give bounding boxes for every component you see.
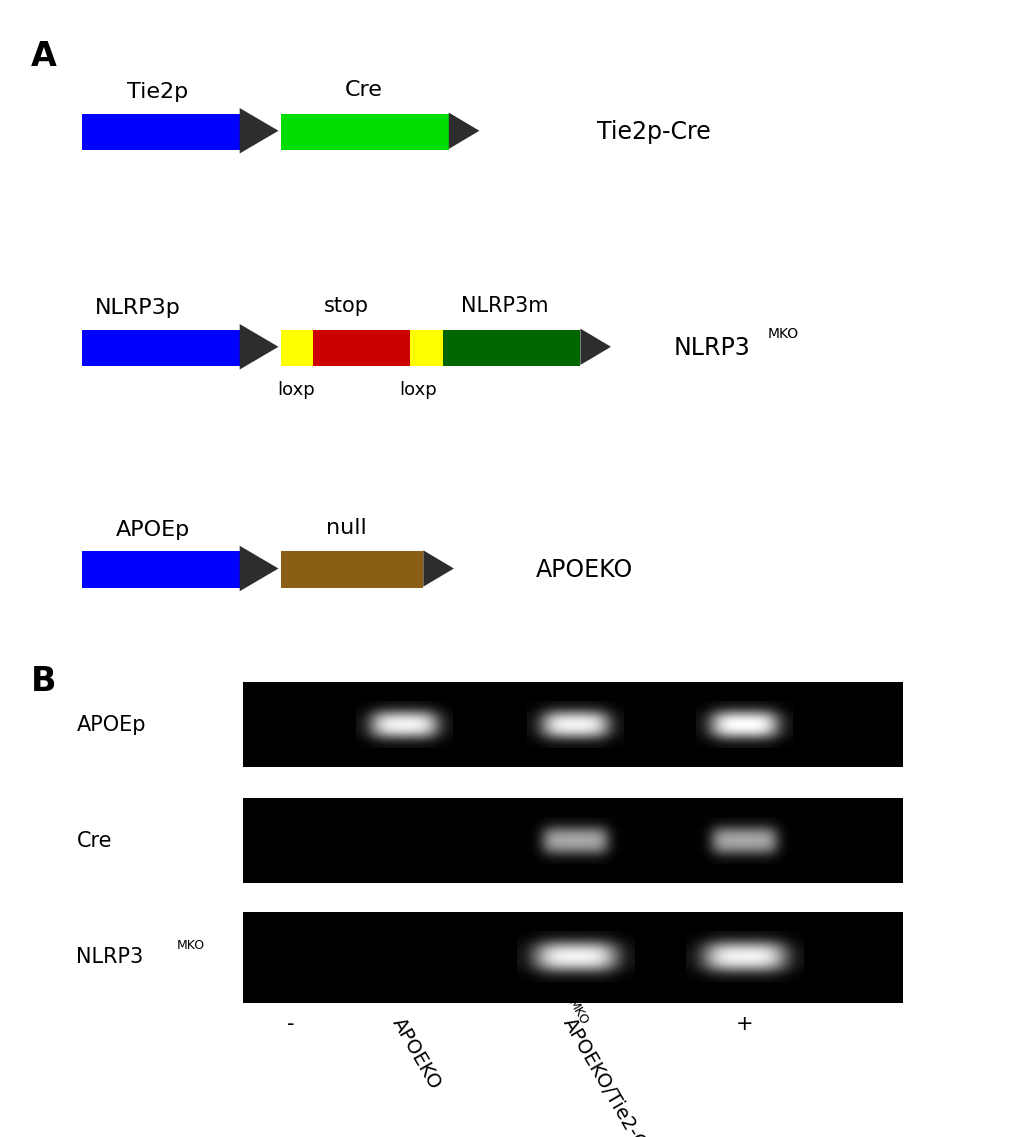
Text: APOEp: APOEp xyxy=(76,715,146,736)
Bar xyxy=(280,551,423,588)
Text: Cre: Cre xyxy=(344,80,383,100)
Text: Tie2p-Cre: Tie2p-Cre xyxy=(596,119,710,144)
Text: MKO: MKO xyxy=(767,327,799,341)
Bar xyxy=(410,330,442,366)
Text: APOEKO/Tie2-Cre/NLRP3: APOEKO/Tie2-Cre/NLRP3 xyxy=(558,1014,693,1137)
Text: Tie2p: Tie2p xyxy=(127,82,189,102)
Text: APOEp: APOEp xyxy=(116,520,190,540)
Polygon shape xyxy=(239,546,278,591)
Text: stop: stop xyxy=(324,296,369,316)
Text: Cre: Cre xyxy=(76,831,112,852)
Bar xyxy=(280,330,313,366)
Bar xyxy=(82,330,239,366)
Text: MKO: MKO xyxy=(176,939,205,953)
Bar xyxy=(313,330,410,366)
Bar xyxy=(82,551,239,588)
Text: loxp: loxp xyxy=(276,381,315,399)
Text: APOEKO: APOEKO xyxy=(535,557,632,582)
Text: B: B xyxy=(31,665,56,698)
Text: -: - xyxy=(286,1014,294,1035)
Text: NLRP3m: NLRP3m xyxy=(461,296,548,316)
Text: NLRP3p: NLRP3p xyxy=(95,298,180,318)
Text: APOEKO: APOEKO xyxy=(388,1014,444,1093)
Bar xyxy=(280,114,448,150)
Bar xyxy=(82,114,239,150)
Text: null: null xyxy=(326,517,367,538)
Polygon shape xyxy=(239,108,278,153)
Text: NLRP3: NLRP3 xyxy=(673,335,749,360)
Text: A: A xyxy=(31,40,56,73)
Polygon shape xyxy=(448,113,479,149)
Polygon shape xyxy=(239,324,278,370)
Text: MKO: MKO xyxy=(565,997,590,1028)
Text: +: + xyxy=(735,1014,753,1035)
Bar xyxy=(243,682,902,767)
Text: loxp: loxp xyxy=(398,381,437,399)
Text: NLRP3: NLRP3 xyxy=(76,947,144,968)
Polygon shape xyxy=(580,329,610,365)
Bar xyxy=(243,912,902,1003)
Bar xyxy=(442,330,580,366)
Polygon shape xyxy=(423,550,453,587)
Bar xyxy=(243,798,902,883)
